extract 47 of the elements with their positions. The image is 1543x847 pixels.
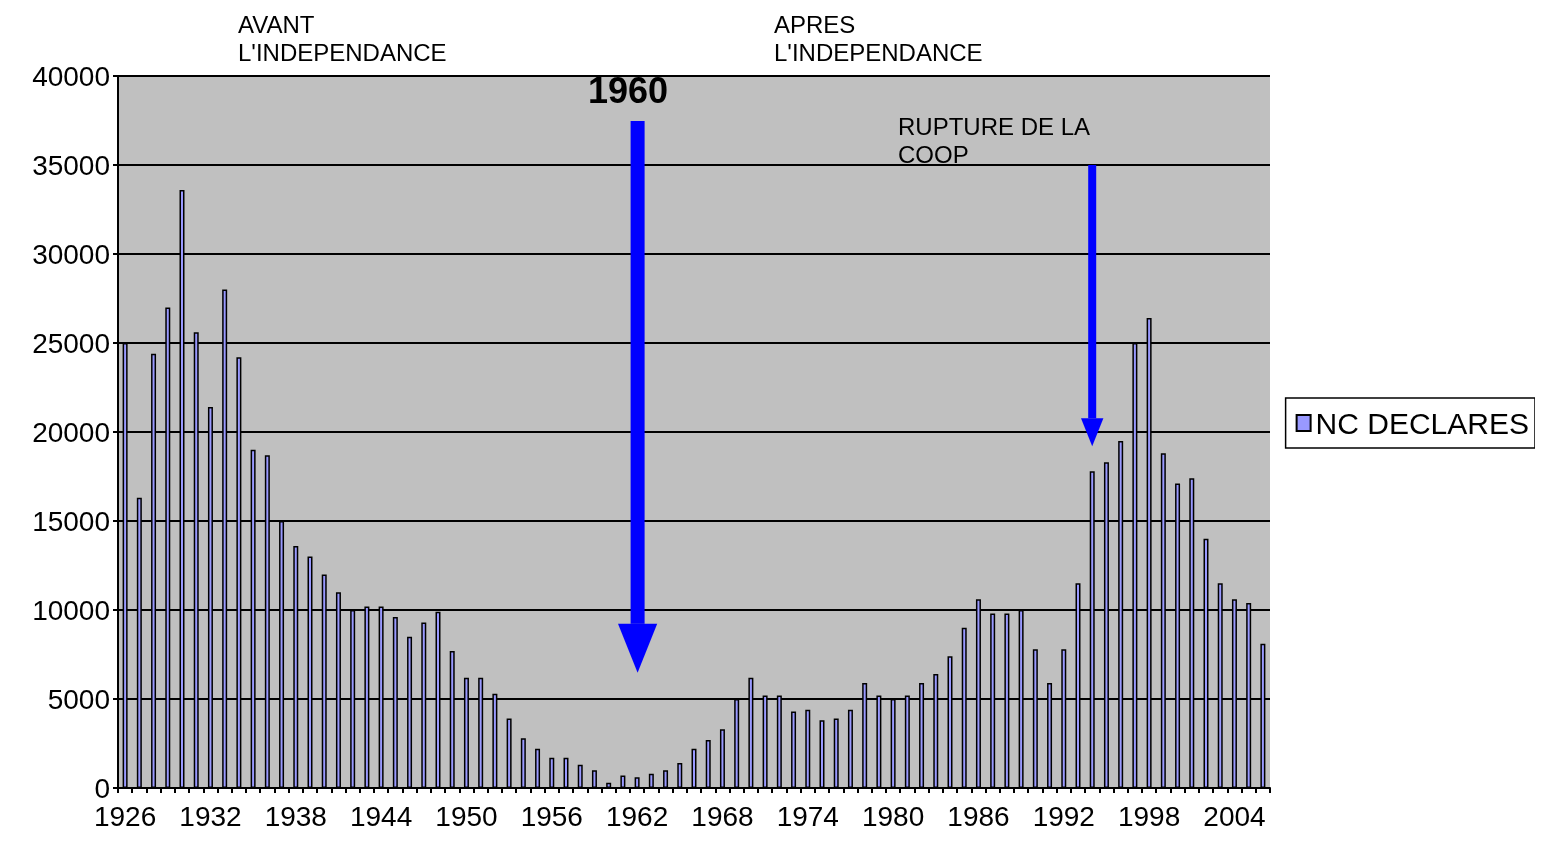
y-tick-label: 25000 [32,327,110,359]
x-tick-label: 1998 [1117,800,1181,832]
bar [805,709,811,788]
x-tick-label: 1962 [605,800,669,832]
x-tick-label: 1986 [947,800,1010,832]
x-tick-label: 1956 [520,800,583,832]
bar [847,709,853,788]
bar [577,764,583,788]
annotation: RUPTURE DE LA COOP [898,112,1096,168]
bar [691,748,697,788]
y-tick-label: 40000 [32,60,110,92]
bar [506,718,512,788]
bar [663,770,669,788]
bar [620,775,626,788]
bar [606,782,612,788]
x-tick-label: 1932 [179,800,242,832]
bar [648,773,654,788]
y-tick-label: 10000 [32,594,110,626]
x-tick-label: 1974 [776,800,839,832]
bar [535,748,541,788]
bar [520,738,526,788]
text: AVANT L'INDEPENDANCE [238,10,447,66]
y-tick-label: 35000 [32,149,110,181]
bar [677,763,683,788]
x-tick-label: 1980 [861,800,925,832]
y-tick-label: 15000 [32,505,110,537]
text: APRES L'INDEPENDANCE [774,10,983,66]
bar [819,720,825,788]
y-tick-label: 20000 [32,416,110,448]
bar [591,770,597,788]
legend-label: NC DECLARES [1315,406,1530,440]
y-tick-label: 5000 [47,683,110,715]
bar [549,757,555,788]
bar [833,718,839,788]
x-tick-label: 2004 [1203,800,1266,832]
bar [791,711,797,788]
x-tick-label: 1968 [691,800,754,832]
bar [719,729,725,788]
annotation: 1960 [588,69,669,111]
x-tick-label: 1938 [264,800,327,832]
y-tick-label: 30000 [32,238,110,270]
bar [634,777,640,788]
x-tick-label: 1950 [435,800,498,832]
bar [563,757,569,788]
x-tick-label: 1944 [349,800,413,832]
x-tick-label: 1992 [1032,800,1095,832]
bar [705,739,711,788]
